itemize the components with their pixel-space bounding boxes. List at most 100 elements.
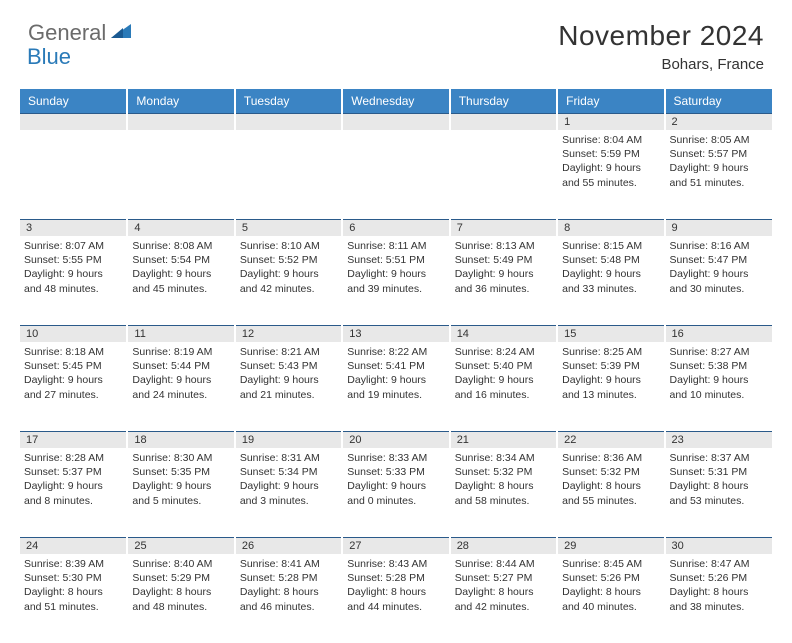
- daylight-line: Daylight: 9 hours and 33 minutes.: [562, 267, 659, 295]
- day-number-cell: 29: [557, 537, 664, 555]
- sunrise-line: Sunrise: 8:36 AM: [562, 451, 659, 465]
- day-number: 18: [128, 431, 233, 448]
- daylight-line: Daylight: 8 hours and 48 minutes.: [132, 585, 229, 613]
- day-number: 23: [666, 431, 772, 448]
- calendar-table: Sunday Monday Tuesday Wednesday Thursday…: [20, 89, 772, 643]
- sunset-line: Sunset: 5:49 PM: [455, 253, 552, 267]
- day-content-row: Sunrise: 8:04 AMSunset: 5:59 PMDaylight:…: [20, 131, 772, 219]
- day-number: 28: [451, 537, 556, 554]
- day-content: Sunrise: 8:33 AMSunset: 5:33 PMDaylight:…: [343, 449, 448, 512]
- daylight-line: Daylight: 9 hours and 51 minutes.: [670, 161, 768, 189]
- day-number-cell: 18: [127, 431, 234, 449]
- sunset-line: Sunset: 5:26 PM: [670, 571, 768, 585]
- sunset-line: Sunset: 5:29 PM: [132, 571, 229, 585]
- day-content: Sunrise: 8:25 AMSunset: 5:39 PMDaylight:…: [558, 343, 663, 406]
- day-number: [128, 113, 233, 130]
- sunset-line: Sunset: 5:33 PM: [347, 465, 444, 479]
- day-cell: [342, 131, 449, 219]
- day-number: 13: [343, 325, 448, 342]
- day-cell: Sunrise: 8:41 AMSunset: 5:28 PMDaylight:…: [235, 555, 342, 643]
- weekday-header: Sunday: [20, 89, 127, 113]
- daylight-line: Daylight: 8 hours and 42 minutes.: [455, 585, 552, 613]
- day-cell: Sunrise: 8:21 AMSunset: 5:43 PMDaylight:…: [235, 343, 342, 431]
- day-number-row: 3456789: [20, 219, 772, 237]
- daylight-line: Daylight: 8 hours and 55 minutes.: [562, 479, 659, 507]
- day-content: Sunrise: 8:13 AMSunset: 5:49 PMDaylight:…: [451, 237, 556, 300]
- day-cell: Sunrise: 8:24 AMSunset: 5:40 PMDaylight:…: [450, 343, 557, 431]
- daylight-line: Daylight: 9 hours and 8 minutes.: [24, 479, 122, 507]
- day-number: 25: [128, 537, 233, 554]
- sunset-line: Sunset: 5:48 PM: [562, 253, 659, 267]
- daylight-line: Daylight: 8 hours and 53 minutes.: [670, 479, 768, 507]
- day-number-cell: 11: [127, 325, 234, 343]
- day-number-row: 10111213141516: [20, 325, 772, 343]
- day-cell: Sunrise: 8:22 AMSunset: 5:41 PMDaylight:…: [342, 343, 449, 431]
- day-number-cell: 27: [342, 537, 449, 555]
- weekday-header: Friday: [557, 89, 664, 113]
- day-content: Sunrise: 8:11 AMSunset: 5:51 PMDaylight:…: [343, 237, 448, 300]
- day-number: 4: [128, 219, 233, 236]
- day-number: [451, 113, 556, 130]
- daylight-line: Daylight: 8 hours and 38 minutes.: [670, 585, 768, 613]
- day-content: Sunrise: 8:22 AMSunset: 5:41 PMDaylight:…: [343, 343, 448, 406]
- daylight-line: Daylight: 9 hours and 24 minutes.: [132, 373, 229, 401]
- sunrise-line: Sunrise: 8:04 AM: [562, 133, 659, 147]
- daylight-line: Daylight: 9 hours and 36 minutes.: [455, 267, 552, 295]
- sunset-line: Sunset: 5:37 PM: [24, 465, 122, 479]
- day-cell: Sunrise: 8:43 AMSunset: 5:28 PMDaylight:…: [342, 555, 449, 643]
- day-number-cell: 14: [450, 325, 557, 343]
- day-content: Sunrise: 8:34 AMSunset: 5:32 PMDaylight:…: [451, 449, 556, 512]
- day-cell: Sunrise: 8:45 AMSunset: 5:26 PMDaylight:…: [557, 555, 664, 643]
- day-cell: Sunrise: 8:36 AMSunset: 5:32 PMDaylight:…: [557, 449, 664, 537]
- weekday-header: Saturday: [665, 89, 772, 113]
- day-number: 24: [20, 537, 126, 554]
- header: General November 2024 Bohars, France: [0, 0, 792, 81]
- sunset-line: Sunset: 5:27 PM: [455, 571, 552, 585]
- daylight-line: Daylight: 9 hours and 55 minutes.: [562, 161, 659, 189]
- day-cell: Sunrise: 8:19 AMSunset: 5:44 PMDaylight:…: [127, 343, 234, 431]
- sunset-line: Sunset: 5:43 PM: [240, 359, 337, 373]
- sunset-line: Sunset: 5:51 PM: [347, 253, 444, 267]
- sunset-line: Sunset: 5:35 PM: [132, 465, 229, 479]
- day-number-row: 24252627282930: [20, 537, 772, 555]
- sunrise-line: Sunrise: 8:15 AM: [562, 239, 659, 253]
- daylight-line: Daylight: 9 hours and 30 minutes.: [670, 267, 768, 295]
- day-number: 10: [20, 325, 126, 342]
- daylight-line: Daylight: 9 hours and 0 minutes.: [347, 479, 444, 507]
- daylight-line: Daylight: 8 hours and 46 minutes.: [240, 585, 337, 613]
- day-number-cell: 10: [20, 325, 127, 343]
- day-content: Sunrise: 8:37 AMSunset: 5:31 PMDaylight:…: [666, 449, 772, 512]
- sunrise-line: Sunrise: 8:39 AM: [24, 557, 122, 571]
- logo-text-general: General: [28, 20, 106, 46]
- day-content: Sunrise: 8:07 AMSunset: 5:55 PMDaylight:…: [20, 237, 126, 300]
- day-cell: [235, 131, 342, 219]
- sunrise-line: Sunrise: 8:13 AM: [455, 239, 552, 253]
- day-content: Sunrise: 8:15 AMSunset: 5:48 PMDaylight:…: [558, 237, 663, 300]
- sunrise-line: Sunrise: 8:10 AM: [240, 239, 337, 253]
- sunset-line: Sunset: 5:40 PM: [455, 359, 552, 373]
- weekday-header: Monday: [127, 89, 234, 113]
- day-content: Sunrise: 8:10 AMSunset: 5:52 PMDaylight:…: [236, 237, 341, 300]
- weekday-header-row: Sunday Monday Tuesday Wednesday Thursday…: [20, 89, 772, 113]
- day-number-cell: 13: [342, 325, 449, 343]
- triangle-icon: [111, 24, 131, 43]
- day-cell: Sunrise: 8:37 AMSunset: 5:31 PMDaylight:…: [665, 449, 772, 537]
- sunrise-line: Sunrise: 8:11 AM: [347, 239, 444, 253]
- day-number-cell: 16: [665, 325, 772, 343]
- day-content-row: Sunrise: 8:28 AMSunset: 5:37 PMDaylight:…: [20, 449, 772, 537]
- sunset-line: Sunset: 5:41 PM: [347, 359, 444, 373]
- day-number-cell: 19: [235, 431, 342, 449]
- day-content-row: Sunrise: 8:39 AMSunset: 5:30 PMDaylight:…: [20, 555, 772, 643]
- day-number: 16: [666, 325, 772, 342]
- day-content: Sunrise: 8:24 AMSunset: 5:40 PMDaylight:…: [451, 343, 556, 406]
- sunset-line: Sunset: 5:26 PM: [562, 571, 659, 585]
- day-number: 2: [666, 113, 772, 130]
- day-number-cell: 5: [235, 219, 342, 237]
- daylight-line: Daylight: 9 hours and 27 minutes.: [24, 373, 122, 401]
- day-number-row: 12: [20, 113, 772, 131]
- weekday-header: Tuesday: [235, 89, 342, 113]
- day-content: Sunrise: 8:36 AMSunset: 5:32 PMDaylight:…: [558, 449, 663, 512]
- day-number: [236, 113, 341, 130]
- sunrise-line: Sunrise: 8:28 AM: [24, 451, 122, 465]
- sunrise-line: Sunrise: 8:22 AM: [347, 345, 444, 359]
